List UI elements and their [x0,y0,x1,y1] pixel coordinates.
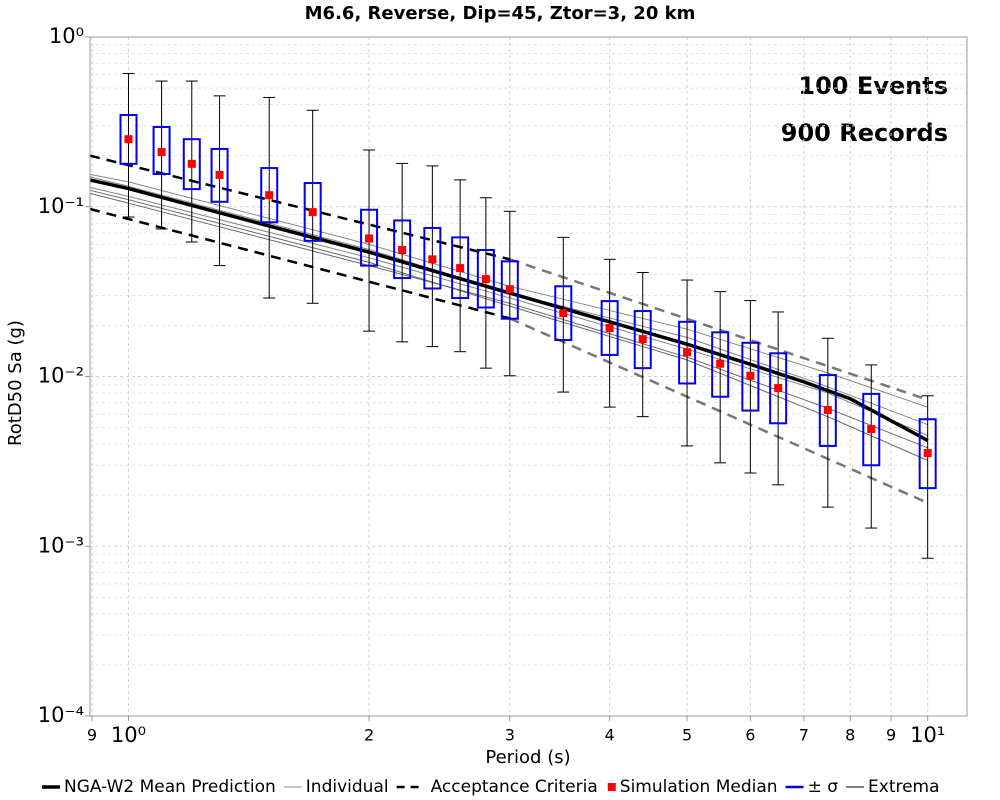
legend-swatch [607,783,616,791]
median-marker [867,425,876,434]
sigma-box [741,341,760,412]
median-marker [683,348,692,357]
sigma-box [303,182,322,242]
x-tick-label: 3 [505,726,515,745]
median-marker [124,135,133,144]
sigma-box [182,138,201,191]
y-tick-label: 10⁻² [38,364,84,388]
y-tick-label: 10⁻¹ [38,194,84,218]
sigma-box [554,285,573,342]
plot-area [89,72,937,559]
x-tick-label: 10¹ [910,723,945,747]
median-marker [365,234,374,243]
criteria-line [89,207,511,320]
x-tick-label: 5 [682,726,692,745]
x-tick-label: 6 [745,726,755,745]
legend-label: ± σ [808,777,839,797]
x-tick-label: 8 [845,726,855,745]
median-marker [746,371,755,380]
legend-label: Simulation Median [620,777,778,797]
axes: 10⁻⁴ 10⁻³ 10⁻² 10⁻¹ 10⁰ 9 10⁰ 2 3 4 5 6 7 8 9 10¹ [38,24,945,747]
sigma-box [119,114,138,165]
x-axis-label: Period (s) [485,747,570,768]
sigma-box [711,331,730,398]
median-marker [774,384,783,393]
x-tick-label: 9 [87,726,97,745]
x-tick-label: 2 [364,726,374,745]
sigma-box [600,300,619,356]
sigma-box [678,320,697,385]
y-tick-label: 10⁰ [49,24,84,48]
sigma-box [152,125,171,175]
median-marker [265,191,274,200]
legend: NGA-W2 Mean Prediction Individual Acceptan… [42,777,940,797]
median-marker [559,309,568,318]
median-marker [308,208,317,217]
sigma-box [818,374,837,447]
median-marker [923,449,932,458]
y-tick-label: 10⁻³ [38,533,84,557]
median-marker [716,359,725,368]
y-tick-label: 10⁻⁴ [38,703,84,727]
median-marker [157,148,166,157]
x-tick-label: 9 [886,726,896,745]
annotation: 900 Records [781,119,948,147]
sigma-box [393,219,412,280]
sigma-box [360,208,379,267]
sigma-box [769,352,788,425]
criteria-line [509,317,929,505]
x-tick-label: 7 [799,726,809,745]
sigma-box [862,392,881,467]
legend-label: Extrema [868,777,940,797]
sigma-box [451,236,470,300]
median-marker [638,335,647,344]
x-tick-label: 10⁰ [111,723,146,747]
sigma-box [476,249,495,309]
sigma-box [210,147,229,203]
median-marker [505,285,514,294]
legend-label: Individual [306,777,389,797]
legend-label: NGA-W2 Mean Prediction [64,777,276,797]
sigma-box [918,418,937,490]
sigma-box [633,310,652,370]
sigma-box [260,167,279,224]
y-axis-label: RotD50 Sa (g) [5,320,26,446]
sigma-box [500,260,519,320]
x-tick-label: 4 [605,726,615,745]
annotation: 100 Events [798,72,948,100]
median-marker [456,264,465,273]
median-marker [605,324,614,333]
legend-label: Acceptance Criteria [431,777,598,797]
chart-title: M6.6, Reverse, Dip=45, Ztor=3, 20 km [305,3,696,24]
criteria-line [509,258,929,401]
median-marker [823,405,832,414]
sigma-box [423,226,442,290]
median-marker [398,246,407,255]
median-marker [215,170,224,179]
median-marker [428,255,437,264]
median-marker [481,275,490,284]
median-marker [187,159,196,168]
